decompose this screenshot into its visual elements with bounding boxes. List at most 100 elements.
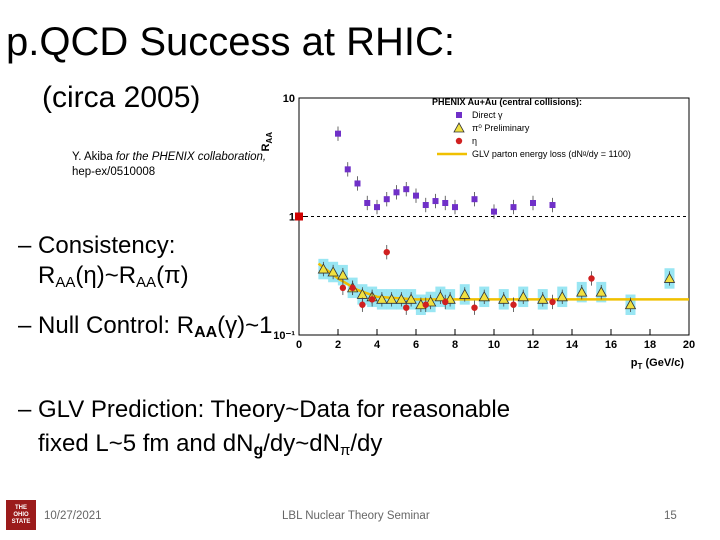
direct-gamma-point xyxy=(491,208,497,215)
direct-gamma-point xyxy=(549,202,556,209)
glv-detail-a: fixed L~5 fm and dN xyxy=(38,430,254,457)
direct-gamma-point xyxy=(442,199,449,206)
bullet-null-control: – Null Control: RAA(γ)~1 xyxy=(18,312,273,347)
legend-label: GLV parton energy loss (dNᵍ/dy = 1100) xyxy=(472,149,631,159)
direct-gamma-point xyxy=(335,130,341,137)
eta-point xyxy=(368,296,376,303)
direct-gamma-point xyxy=(393,189,400,196)
x-tick-label: 6 xyxy=(413,339,419,351)
x-tick-label: 2 xyxy=(335,339,341,351)
legend-swatch-eta xyxy=(455,137,463,145)
pi0-point xyxy=(337,269,349,280)
normalization-box xyxy=(295,212,303,221)
eta-point xyxy=(383,248,390,256)
glv-detail-b: /dy~dN xyxy=(263,430,340,457)
eta-point xyxy=(442,298,449,306)
direct-gamma-point xyxy=(510,204,517,211)
y-tick-label: 10 xyxy=(283,93,295,105)
eta-point xyxy=(549,298,556,306)
pi0-point xyxy=(478,290,490,302)
subscript-aa: AA xyxy=(55,274,76,291)
citation-reference: hep-ex/0510008 xyxy=(72,166,156,178)
direct-gamma-point xyxy=(364,199,371,206)
direct-gamma-point xyxy=(413,192,419,199)
eta-point xyxy=(359,301,366,308)
pi0-point xyxy=(317,263,330,274)
pi0-point xyxy=(595,286,607,297)
legend-swatch-direct-gamma xyxy=(456,112,462,118)
text-eta-r: (η)~R xyxy=(75,262,137,289)
eta-point xyxy=(403,304,410,311)
direct-gamma-point xyxy=(452,204,458,211)
null-control-text: – Null Control: R xyxy=(18,312,195,339)
y-tick-label: 1 xyxy=(289,212,295,224)
raa-chart: 0 2 4 6 8 10 12 14 16 18 20 10 1 10⁻¹ pT (GeV/c) RAA PHE… xyxy=(260,93,695,371)
y-axis-title: RAA xyxy=(260,132,274,152)
subscript-aa-bold: AA xyxy=(194,324,218,341)
eta-point xyxy=(349,284,356,292)
pi0-point xyxy=(663,272,676,283)
y-tick-label: 10⁻¹ xyxy=(273,330,295,342)
x-tick-label: 12 xyxy=(527,339,539,351)
footer-title: LBL Nuclear Theory Seminar xyxy=(282,510,430,522)
subscript-aa-2: AA xyxy=(136,274,157,291)
direct-gamma-point xyxy=(432,198,439,205)
x-tick-label: 16 xyxy=(605,339,617,351)
direct-gamma-point xyxy=(403,186,410,193)
x-tick-label: 14 xyxy=(566,339,579,351)
eta-point xyxy=(588,275,595,282)
logo-line-3: STATE xyxy=(11,518,31,525)
logo-line-1: THE xyxy=(15,504,27,511)
bullet-consistency: – Consistency: xyxy=(18,232,176,259)
bullet-consistency-detail: RAA(η)~RAA(π) xyxy=(38,262,189,297)
x-axis-title: pT (GeV/c) xyxy=(631,357,685,371)
legend-label: η xyxy=(472,136,477,146)
footer-date: 10/27/2021 xyxy=(44,510,102,522)
pi0-point xyxy=(434,290,447,302)
legend-label: π⁰ Preliminary xyxy=(472,123,530,133)
x-tick-label: 8 xyxy=(452,339,458,351)
pi0-point xyxy=(385,293,398,304)
text-pi: (π) xyxy=(156,262,189,289)
eta-point xyxy=(422,301,429,308)
subscript-g: g xyxy=(253,442,264,459)
legend-label: Direct γ xyxy=(472,110,503,120)
subscript-pi: π xyxy=(339,442,351,459)
university-logo: THE OHIO STATE xyxy=(6,500,36,530)
x-tick-label: 18 xyxy=(644,339,656,351)
direct-gamma-point xyxy=(530,199,536,206)
bullet-glv-prediction: – GLV Prediction: Theory~Data for reason… xyxy=(18,396,511,423)
direct-gamma-point xyxy=(422,202,429,209)
null-control-value: (γ)~1 xyxy=(217,312,273,339)
direct-gamma-point xyxy=(383,196,390,203)
x-tick-label: 0 xyxy=(296,339,302,351)
pi0-point xyxy=(517,290,529,302)
x-tick-label: 4 xyxy=(374,339,381,351)
text-r: R xyxy=(38,262,56,289)
citation: Y. Akiba for the PHENIX collaboration, h… xyxy=(72,150,266,180)
logo-line-2: OHIO xyxy=(13,511,29,518)
pi0-point xyxy=(405,293,417,304)
direct-gamma-point xyxy=(471,196,478,203)
pi0-point xyxy=(624,298,637,310)
pi0-point xyxy=(376,293,388,304)
x-tick-label: 20 xyxy=(683,339,695,351)
citation-collaboration: for the PHENIX collaboration, xyxy=(115,151,267,163)
pi0-point xyxy=(498,293,510,304)
slide-subtitle: (circa 2005) xyxy=(42,81,201,114)
pi0-point xyxy=(459,288,471,299)
direct-gamma-point xyxy=(374,204,380,211)
pi0-point xyxy=(395,293,408,304)
bullet-glv-detail: fixed L~5 fm and dNg/dy~dNπ/dy xyxy=(38,430,382,465)
footer-page-number: 15 xyxy=(664,510,677,522)
legend-swatch-pi0 xyxy=(453,122,465,133)
direct-gamma-point xyxy=(344,166,351,173)
citation-author: Y. Akiba xyxy=(72,151,116,163)
glv-detail-c: /dy xyxy=(350,430,383,457)
eta-point xyxy=(471,304,478,311)
direct-gamma-point xyxy=(354,180,361,187)
pi0-point xyxy=(556,290,568,302)
pi0-point xyxy=(576,286,588,297)
pi0-point xyxy=(327,266,339,277)
eta-point xyxy=(339,284,347,292)
